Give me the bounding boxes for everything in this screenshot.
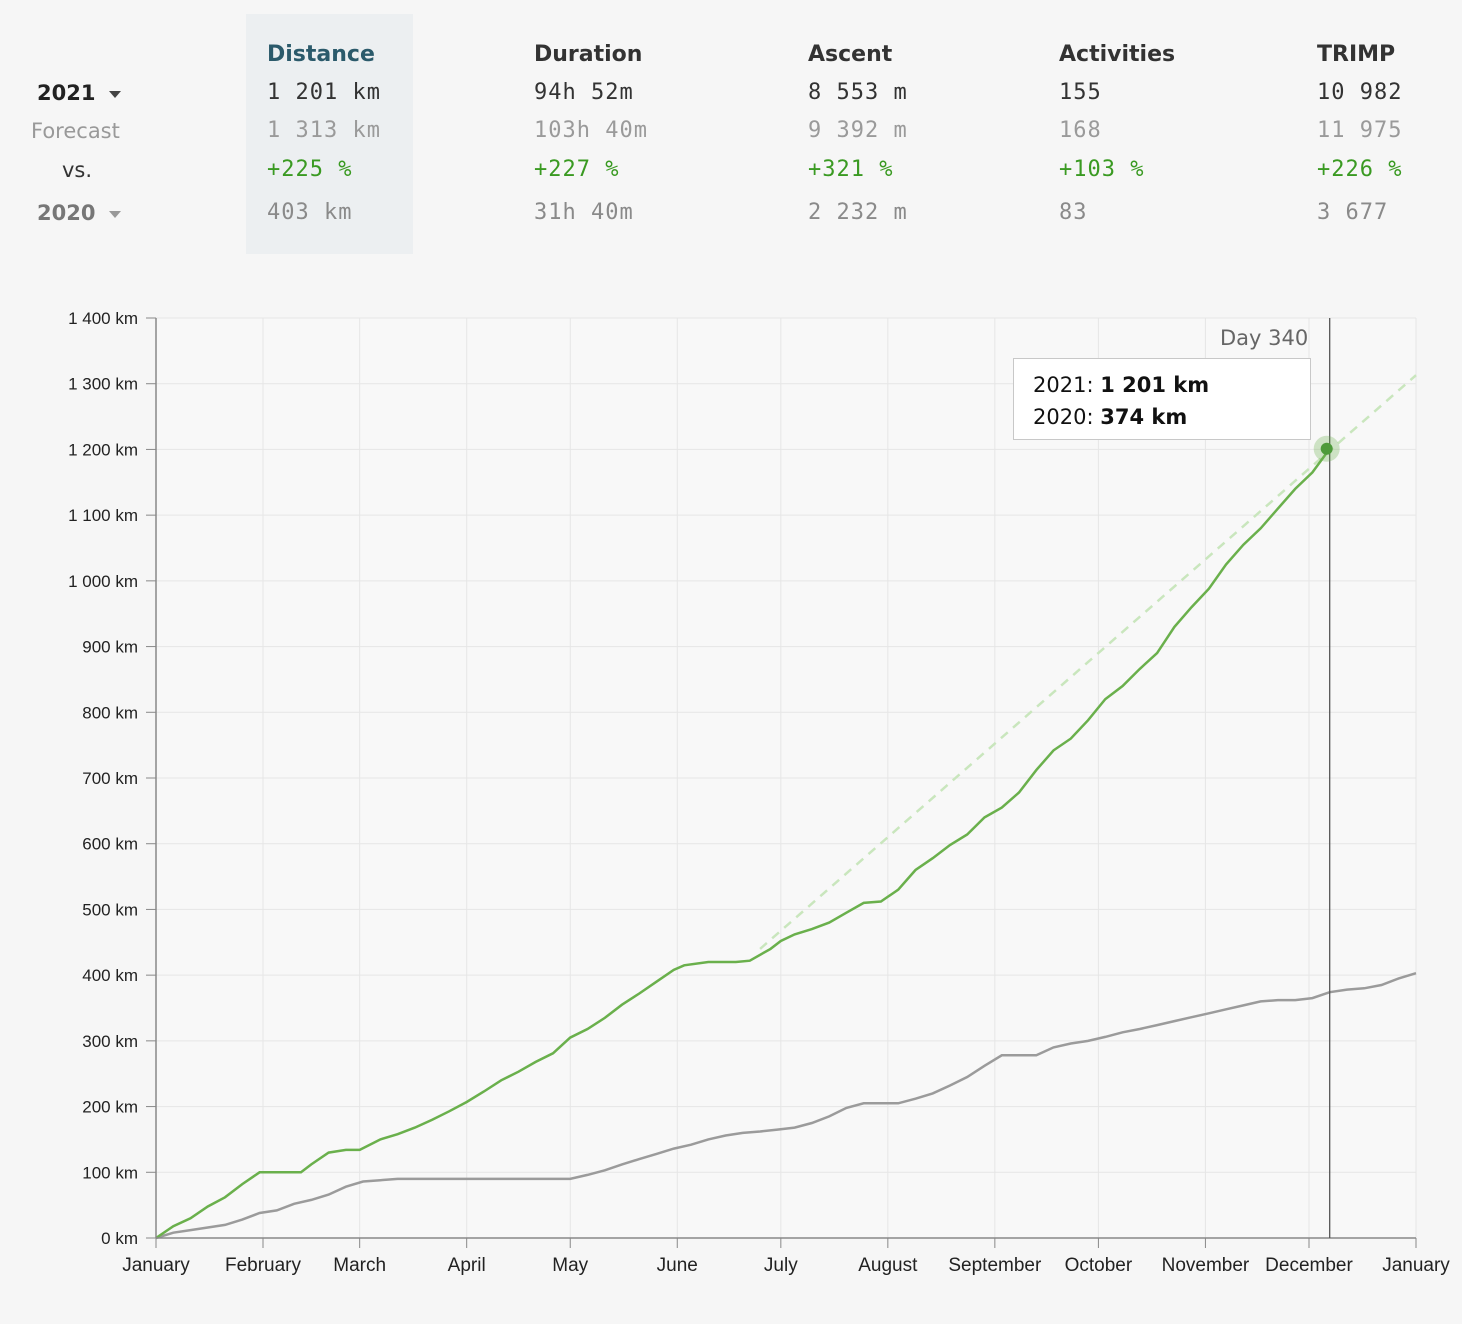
trimp-change: +226 % (1317, 157, 1403, 182)
y-tick-label: 1 200 km (68, 440, 138, 459)
ascent-previous: 2 232 m (808, 200, 908, 225)
activities-previous: 83 (1059, 200, 1088, 225)
y-tick-label: 200 km (82, 1098, 138, 1117)
tooltip-year-2021: 2021: (1033, 373, 1094, 397)
trimp-value: 10 982 (1317, 80, 1403, 105)
x-tick-label: December (1265, 1255, 1353, 1276)
column-header-duration[interactable]: Duration (534, 42, 643, 67)
x-tick-label: November (1162, 1255, 1250, 1276)
y-tick-label: 1 100 km (68, 506, 138, 525)
series-line-2021 (155, 448, 1331, 1240)
cumulative-distance-chart[interactable]: 0 km 100 km 200 km 300 km 400 km 500 km 600 km… (0, 260, 1462, 1324)
x-tick-label: October (1065, 1255, 1133, 1276)
duration-forecast: 103h 40m (534, 118, 648, 143)
y-tick-label: 1 300 km (68, 375, 138, 394)
chevron-down-icon (109, 90, 122, 98)
forecast-label: Forecast (31, 119, 120, 143)
tooltip-value-2020: 374 km (1100, 405, 1188, 429)
distance-change: +225 % (267, 157, 353, 182)
x-tick-label: January (1382, 1255, 1450, 1276)
x-tick-label: April (448, 1255, 486, 1276)
cursor-point (1320, 442, 1333, 455)
duration-change: +227 % (534, 157, 620, 182)
ascent-change: +321 % (808, 157, 894, 182)
chart-tooltip: 2021: 1 201 km 2020: 374 km (1013, 358, 1311, 440)
series-line-forecast (759, 374, 1417, 950)
x-tick-label: January (122, 1255, 190, 1276)
stats-panel: 2021 Forecast vs. 2020 Distance 1 201 km… (0, 0, 1462, 260)
y-tick-label: 300 km (82, 1032, 138, 1051)
activities-change: +103 % (1059, 157, 1145, 182)
x-tick-label: September (948, 1255, 1042, 1276)
trimp-previous: 3 677 (1317, 200, 1389, 225)
y-tick-label: 600 km (82, 835, 138, 854)
ascent-forecast: 9 392 m (808, 118, 908, 143)
distance-value: 1 201 km (267, 80, 381, 105)
y-tick-label: 100 km (82, 1163, 138, 1182)
tooltip-year-2020: 2020: (1033, 405, 1094, 429)
compare-year-label: 2020 (37, 201, 96, 225)
tooltip-line-2021: 2021: 1 201 km (1033, 369, 1310, 401)
column-header-trimp[interactable]: TRIMP (1317, 42, 1396, 67)
distance-forecast: 1 313 km (267, 118, 381, 143)
cursor-day-label: Day 340 (1220, 326, 1309, 350)
x-tick-label: June (657, 1255, 698, 1276)
y-tick-label: 1 000 km (68, 572, 138, 591)
x-tick-label: February (225, 1255, 302, 1276)
tooltip-line-2020: 2020: 374 km (1033, 401, 1310, 433)
y-tick-label: 800 km (82, 703, 138, 722)
y-tick-label: 500 km (82, 900, 138, 919)
primary-year-dropdown[interactable]: 2021 (37, 81, 122, 105)
chart-axes: 0 km 100 km 200 km 300 km 400 km 500 km 600 km… (68, 309, 1450, 1276)
column-header-distance[interactable]: Distance (267, 42, 375, 67)
activities-forecast: 168 (1059, 118, 1102, 143)
y-tick-label: 1 400 km (68, 309, 138, 328)
x-tick-label: August (858, 1255, 918, 1276)
primary-year-label: 2021 (37, 81, 96, 105)
ascent-value: 8 553 m (808, 80, 908, 105)
y-tick-label: 700 km (82, 769, 138, 788)
distance-previous: 403 km (267, 200, 353, 225)
chevron-down-icon (109, 210, 122, 218)
x-tick-label: May (552, 1255, 588, 1276)
x-tick-label: July (764, 1255, 798, 1276)
duration-value: 94h 52m (534, 80, 634, 105)
y-tick-label: 900 km (82, 638, 138, 657)
compare-year-dropdown[interactable]: 2020 (37, 201, 122, 225)
x-tick-label: March (333, 1255, 386, 1276)
selected-column-highlight (246, 14, 413, 254)
duration-previous: 31h 40m (534, 200, 634, 225)
trimp-forecast: 11 975 (1317, 118, 1403, 143)
column-header-ascent[interactable]: Ascent (808, 42, 893, 67)
y-tick-label: 400 km (82, 966, 138, 985)
tooltip-value-2021: 1 201 km (1100, 373, 1210, 397)
vs-label: vs. (62, 158, 93, 182)
chart-cursor (1313, 318, 1340, 1238)
y-tick-label: 0 km (101, 1229, 138, 1248)
series-line-2020 (155, 972, 1417, 1240)
chart-series (155, 374, 1417, 1240)
column-header-activities[interactable]: Activities (1059, 42, 1176, 67)
activities-value: 155 (1059, 80, 1102, 105)
chart-grid (155, 317, 1417, 1239)
